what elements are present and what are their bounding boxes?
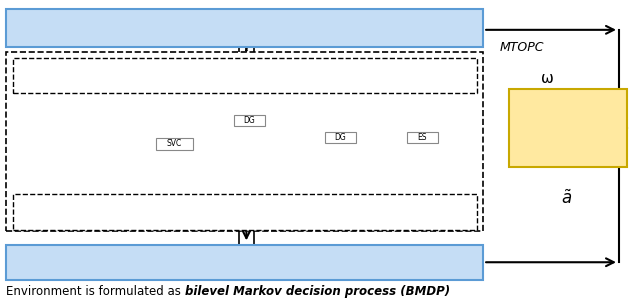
Text: SVC: SVC [167, 139, 182, 148]
FancyBboxPatch shape [156, 138, 193, 150]
Text: Fast timescale agent (FTA) with soft actor-critic (SAC): Fast timescale agent (FTA) with soft act… [68, 256, 422, 269]
FancyBboxPatch shape [13, 58, 477, 93]
Text: ~: ~ [32, 139, 40, 149]
Text: .: . [422, 285, 426, 298]
Text: Slow timescale discrete devices (STDD): Slow timescale discrete devices (STDD) [128, 64, 362, 77]
FancyBboxPatch shape [234, 115, 265, 126]
Circle shape [418, 142, 427, 146]
Text: DG: DG [335, 133, 346, 142]
Text: Slow timescale agent (STA) with: Slow timescale agent (STA) with [26, 22, 245, 35]
Text: ES: ES [417, 133, 427, 142]
Text: Fast timescale continuous devices (FTDD): Fast timescale continuous devices (FTDD) [122, 200, 368, 213]
Text: bilevel Markov decision process (BMDP): bilevel Markov decision process (BMDP) [185, 285, 450, 298]
FancyBboxPatch shape [6, 9, 483, 47]
Circle shape [336, 119, 345, 123]
FancyBboxPatch shape [13, 194, 477, 230]
Text: Environment is formulated as: Environment is formulated as [6, 285, 185, 298]
Circle shape [154, 169, 163, 174]
Circle shape [104, 142, 113, 146]
Circle shape [336, 165, 345, 169]
Text: Exchanging
factors: Exchanging factors [523, 113, 613, 143]
Circle shape [154, 114, 163, 118]
Text: Multi-Discrete SAC (MDSAC): Multi-Discrete SAC (MDSAC) [245, 22, 454, 35]
FancyBboxPatch shape [407, 132, 438, 143]
Text: $\tilde{a}$: $\tilde{a}$ [561, 190, 572, 208]
FancyBboxPatch shape [325, 132, 356, 143]
Text: ω: ω [541, 70, 554, 86]
Text: MTOPC: MTOPC [499, 41, 544, 54]
Text: DG: DG [244, 116, 255, 125]
Circle shape [245, 100, 254, 105]
FancyBboxPatch shape [6, 52, 483, 231]
FancyBboxPatch shape [6, 245, 483, 280]
Circle shape [245, 183, 254, 187]
FancyBboxPatch shape [509, 89, 627, 167]
Circle shape [245, 142, 254, 146]
